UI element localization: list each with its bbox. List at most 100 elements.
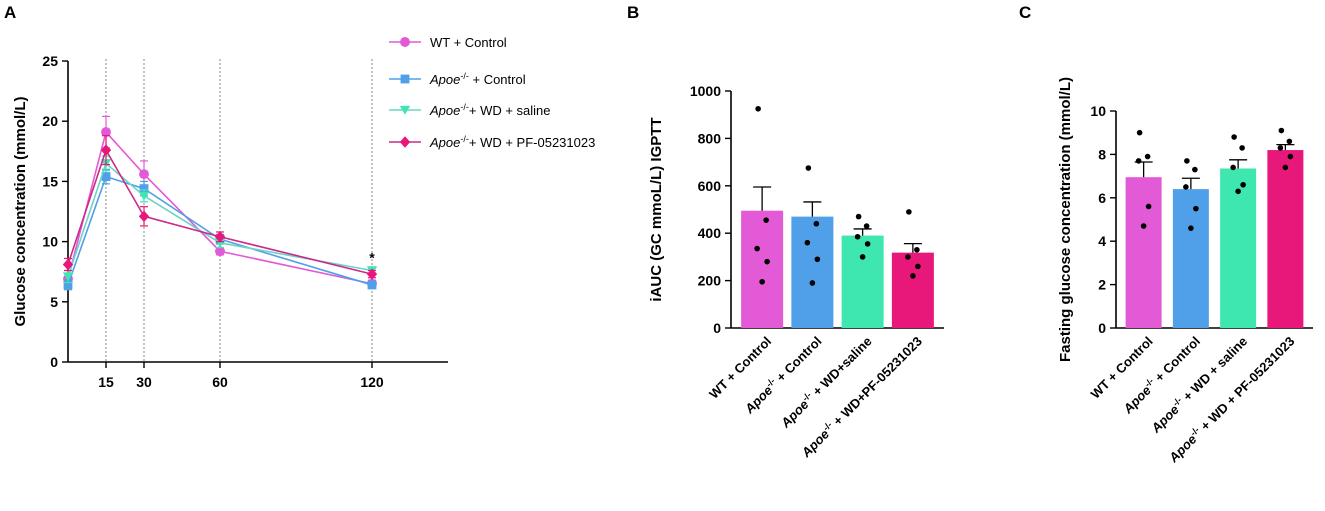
individual-point: [910, 273, 916, 279]
data-point: [63, 280, 73, 290]
data-point: [138, 191, 150, 201]
panel-letter-c: C: [1019, 3, 1031, 22]
y-tick-label: 200: [698, 273, 722, 289]
individual-point: [1135, 158, 1142, 164]
data-point: [100, 144, 112, 156]
panel-letter-a: A: [4, 3, 16, 22]
category-label-2: Apoe-/- + WD+saline: [777, 333, 875, 431]
individual-point: [1282, 164, 1289, 171]
bar-3: [891, 252, 934, 328]
y-tick-label: 1000: [690, 83, 721, 99]
individual-point: [763, 217, 769, 223]
y-tick-label: 0: [50, 354, 58, 370]
y-axis-title: iAUC (GC mmoL/L) IGPTT: [648, 117, 665, 301]
legend-marker: [400, 37, 410, 47]
individual-point: [813, 220, 820, 227]
individual-point: [1230, 164, 1236, 171]
individual-point: [864, 241, 871, 247]
data-point: [214, 238, 226, 248]
bar-0: [1125, 177, 1162, 328]
x-tick-label: 120: [360, 374, 384, 390]
individual-point: [754, 245, 760, 252]
individual-point: [1183, 184, 1189, 190]
series-3: [62, 135, 378, 280]
individual-point: [1239, 145, 1245, 151]
y-axis-title: Fasting glucose concentration (mmol/L): [1057, 77, 1074, 362]
individual-point: [759, 278, 765, 285]
bar-1: [1172, 189, 1209, 328]
bar-0: [741, 210, 784, 328]
individual-point: [855, 213, 862, 220]
individual-point: [854, 233, 861, 240]
legend-marker: [399, 136, 411, 148]
individual-point: [805, 165, 812, 171]
legend-marker: [400, 74, 410, 84]
data-point: [214, 231, 226, 243]
individual-point: [1277, 145, 1284, 151]
individual-point: [863, 223, 870, 229]
data-point: [101, 127, 111, 137]
individual-point: [1192, 166, 1198, 173]
bar-1: [791, 216, 834, 328]
individual-point: [906, 209, 912, 215]
y-tick-label: 8: [1098, 146, 1106, 162]
individual-point: [1240, 181, 1246, 188]
individual-point: [914, 246, 920, 253]
y-tick-label: 10: [42, 234, 58, 250]
individual-point: [1145, 203, 1152, 210]
x-tick-label: 30: [136, 374, 152, 390]
legend-entry: WT + Control: [430, 35, 507, 50]
individual-point: [755, 105, 761, 112]
individual-point: [1140, 223, 1147, 229]
y-tick-label: 400: [698, 225, 722, 241]
y-tick-label: 2: [1098, 277, 1106, 293]
y-tick-label: 0: [1098, 320, 1106, 336]
y-tick-label: 600: [698, 178, 722, 194]
y-tick-label: 4: [1098, 233, 1106, 249]
data-point: [138, 210, 150, 223]
chart-fasting-glucose-bar: 0 2 4 6 8 10 Fasting glucose concentration (mm…: [1057, 77, 1313, 466]
category-label-1: Apoe-/- + Control: [1119, 333, 1203, 417]
individual-point: [1184, 158, 1190, 164]
data-point: [366, 268, 378, 280]
x-tick-label: 15: [98, 374, 114, 390]
individual-point: [809, 280, 816, 286]
legend: WT + Control Apoe-/- + Control Apoe-/-+ WD…: [389, 35, 595, 150]
data-point: [215, 246, 225, 257]
data-point: [62, 258, 74, 271]
individual-point: [905, 254, 911, 260]
legend-entry: Apoe-/-+ WD + saline: [429, 102, 551, 118]
significance-star: *: [369, 249, 375, 265]
y-tick-label: 10: [1090, 103, 1106, 119]
chart-glucose-time-course: 0 5 10 15 20 25 15 30 60 120 Glucose concentration…: [12, 35, 595, 390]
bar-3: [1267, 150, 1304, 328]
individual-point: [1193, 205, 1199, 212]
bar-2: [841, 235, 884, 328]
y-tick-label: 800: [698, 130, 722, 146]
individual-point: [1278, 127, 1285, 134]
legend-marker: [399, 105, 411, 115]
individual-point: [804, 239, 811, 246]
data-point: [367, 280, 377, 290]
data-point: [62, 272, 74, 282]
y-tick-label: 20: [42, 113, 58, 129]
individual-point: [1231, 134, 1237, 140]
y-tick-label: 6: [1098, 190, 1106, 206]
data-point: [101, 172, 111, 182]
y-axis-title: Glucose concentration (mmol/L): [12, 96, 29, 326]
individual-point: [1287, 153, 1294, 160]
panel-letter-b: B: [627, 3, 639, 22]
y-tick-label: 15: [42, 173, 58, 189]
individual-point: [764, 258, 770, 265]
legend-entry: Apoe-/-+ WD + PF-05231023: [429, 134, 595, 150]
legend-entry: Apoe-/- + Control: [429, 71, 526, 87]
individual-point: [1286, 138, 1293, 145]
individual-point: [1144, 153, 1151, 160]
bar-2: [1220, 168, 1257, 328]
individual-point: [915, 263, 921, 270]
individual-point: [814, 256, 821, 263]
y-tick-label: 5: [50, 294, 58, 310]
individual-point: [1235, 188, 1241, 195]
